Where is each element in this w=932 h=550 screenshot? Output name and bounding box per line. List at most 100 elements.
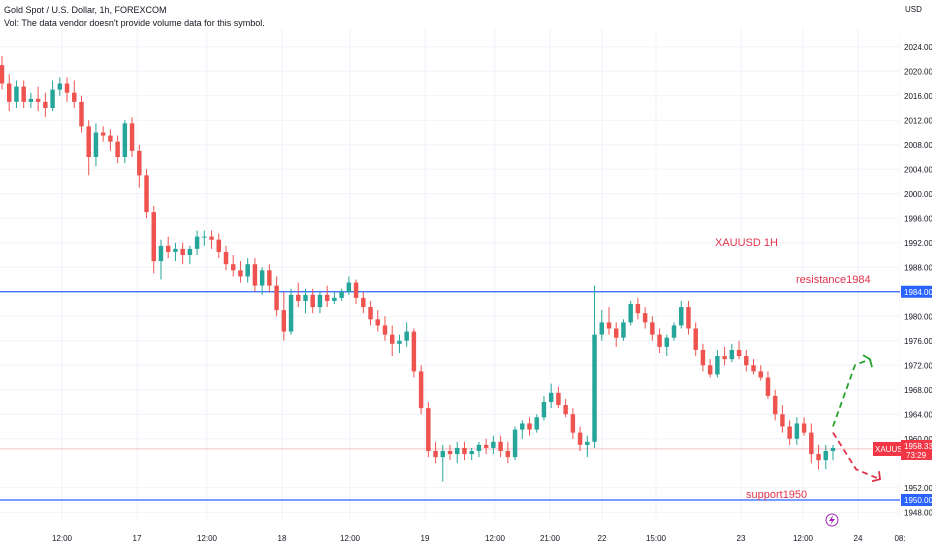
candle-body xyxy=(64,83,70,93)
volume-note: Vol: The data vendor doesn't provide vol… xyxy=(4,18,265,28)
candle-body xyxy=(57,83,63,90)
candle-body xyxy=(137,150,142,176)
candle-body xyxy=(288,294,294,332)
candle-body xyxy=(339,291,344,298)
candle-body xyxy=(35,98,41,102)
candle-body xyxy=(122,123,128,157)
x-tick-label: 19 xyxy=(421,534,430,543)
candle-body xyxy=(50,89,55,108)
x-tick-label: 18 xyxy=(278,534,287,543)
candle-body xyxy=(353,282,359,298)
candle-body xyxy=(563,405,568,415)
level-tag-label: 1984.00 xyxy=(904,288,932,297)
level-tag-label: 1950.00 xyxy=(904,496,932,505)
candle-body xyxy=(447,451,453,455)
lightning-glyph-icon xyxy=(829,515,835,525)
candle-body xyxy=(527,423,532,430)
candle-body xyxy=(14,86,19,102)
candle-body xyxy=(361,297,366,308)
price-axis: USD 2024.00 2020.00 2016.00 2012.00 2008.00 20… xyxy=(873,0,932,550)
current-price-tag xyxy=(901,439,932,460)
candle-body xyxy=(6,83,12,102)
candle-body xyxy=(173,248,178,252)
x-tick-label: 21:00 xyxy=(540,534,561,543)
x-tick-label: 22 xyxy=(598,534,607,543)
candle-body xyxy=(787,426,792,439)
candle-body xyxy=(368,307,373,320)
candle-body xyxy=(722,356,727,360)
candle-body xyxy=(462,447,467,455)
y-tick-label: 1972.00 xyxy=(904,361,932,370)
chart-title: Gold Spot / U.S. Dollar, 1h, FOREXCOM xyxy=(4,5,167,15)
candle-body xyxy=(498,441,503,451)
y-tick-label: 2012.00 xyxy=(904,116,932,125)
candle-body xyxy=(657,334,662,347)
annotation-resistance: resistance1984 xyxy=(796,274,871,286)
candle-body xyxy=(274,285,279,311)
candle-body xyxy=(129,123,135,151)
candle-body xyxy=(245,264,250,277)
candle-body xyxy=(426,408,431,451)
candle-body xyxy=(194,236,200,249)
x-tick-label: 12:00 xyxy=(485,534,506,543)
x-tick-label: 12:00 xyxy=(793,534,814,543)
candle-body xyxy=(512,429,518,458)
lightning-icon[interactable] xyxy=(825,513,839,527)
current-price-value: 1958.33 xyxy=(904,442,932,451)
candle-body xyxy=(296,294,301,301)
candle-body xyxy=(440,451,446,458)
bearish-arrowhead-icon xyxy=(871,471,881,483)
candle-body xyxy=(433,451,438,458)
candle-body xyxy=(483,444,489,448)
candle-body xyxy=(729,349,735,360)
candle-body xyxy=(332,297,337,301)
y-tick-label: 1964.00 xyxy=(904,410,932,419)
candle-body xyxy=(216,239,222,252)
candle-body xyxy=(238,270,243,277)
candle-body xyxy=(801,423,807,433)
countdown-label: 73:29 xyxy=(906,451,927,460)
x-tick-label: 12:00 xyxy=(340,534,361,543)
candle-body xyxy=(0,65,5,84)
x-tick-label: 12:00 xyxy=(52,534,73,543)
grid-lines xyxy=(0,28,901,520)
candle-body xyxy=(758,371,763,378)
candle-body xyxy=(671,325,677,338)
candle-body xyxy=(151,212,156,262)
y-tick-label: 2000.00 xyxy=(904,190,932,199)
candle-body xyxy=(375,319,380,326)
candle-body xyxy=(541,402,547,418)
x-tick-label: 24 xyxy=(854,534,863,543)
candle-body xyxy=(108,135,113,142)
annotation-support: support1950 xyxy=(746,489,807,501)
y-tick-label: 1980.00 xyxy=(904,312,932,321)
candle-body xyxy=(491,441,496,448)
candle-body xyxy=(43,101,48,108)
candle-body xyxy=(317,294,323,308)
candle-body xyxy=(187,248,193,255)
annotation-symbol-timeframe: XAUUSD 1H xyxy=(715,237,778,249)
candle-body xyxy=(202,236,207,238)
candle-body xyxy=(404,331,409,341)
candle-body xyxy=(86,126,91,157)
bullish-arrowhead-icon xyxy=(862,354,873,368)
y-tick-label: 1948.00 xyxy=(904,508,932,517)
candle-body xyxy=(700,349,706,366)
candle-body xyxy=(389,334,395,344)
time-axis: 12:00 17 12:00 18 12:00 19 12:00 21:00 22 15:00 23… xyxy=(52,534,906,543)
candle-body xyxy=(592,334,597,442)
y-tick-label: 2016.00 xyxy=(904,92,932,101)
candle-body xyxy=(72,92,77,102)
symbol-tag-label: XAUUSD xyxy=(875,445,909,454)
candle-body xyxy=(252,264,258,286)
candle-body xyxy=(165,245,171,252)
bullish-projection xyxy=(832,358,871,427)
candle-body xyxy=(736,349,742,357)
candle-body xyxy=(679,307,684,326)
candle-body xyxy=(324,294,330,301)
candle-body xyxy=(455,447,460,455)
candle-body xyxy=(180,248,185,255)
candle-body xyxy=(830,447,836,451)
candle-body xyxy=(686,307,691,329)
